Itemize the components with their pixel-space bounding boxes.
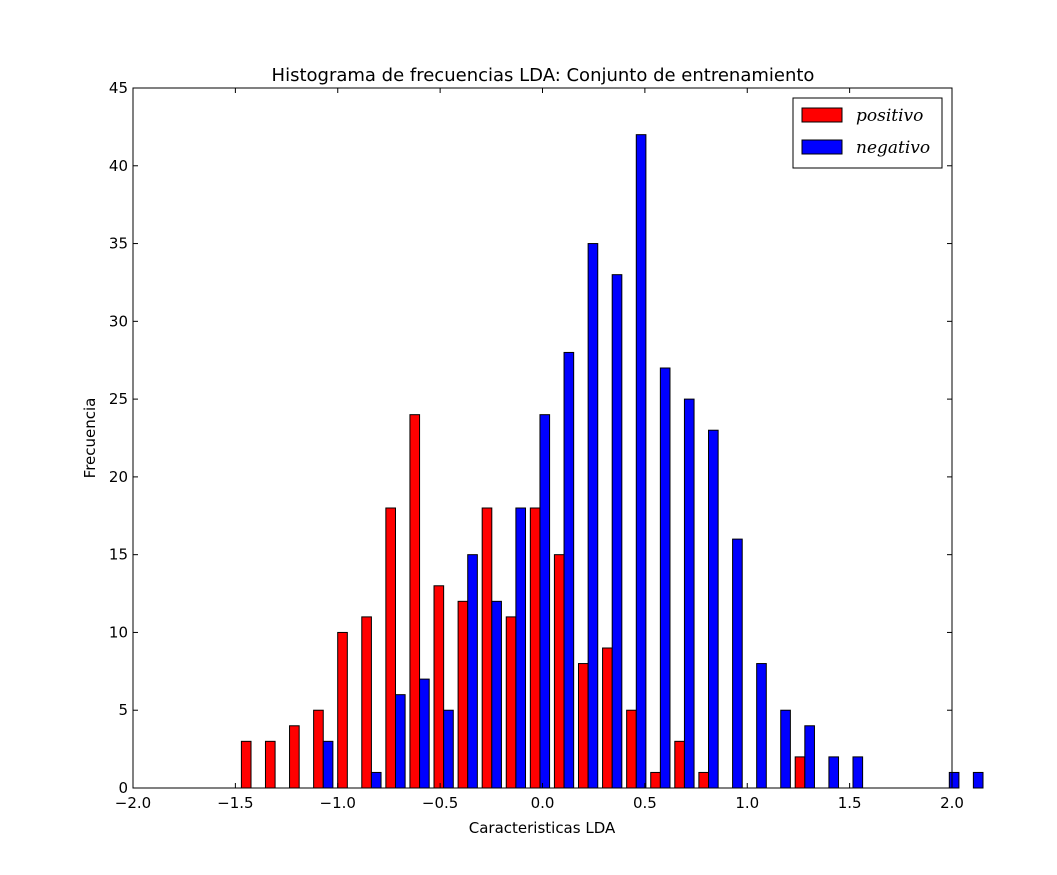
y-tick-label: 30 <box>109 312 128 330</box>
y-tick-label: 0 <box>118 779 128 797</box>
legend-label-negativo: negativo <box>856 138 930 158</box>
bar-negativo-12 <box>515 507 527 789</box>
bar-negativo-8 <box>419 678 430 789</box>
bar-positivo-6 <box>361 616 372 789</box>
y-tick-label: 25 <box>109 390 128 408</box>
bar-positivo-18 <box>650 771 661 789</box>
bar-negativo-16 <box>611 274 623 789</box>
bar-negativo-10 <box>467 554 478 789</box>
y-tick-label: 15 <box>109 546 128 564</box>
plot-frame <box>132 87 953 789</box>
bar-positivo-14 <box>553 554 565 789</box>
bar-positivo-5 <box>337 631 348 789</box>
legend-label-positivo: positivo <box>856 106 923 126</box>
bar-positivo-7 <box>385 507 396 789</box>
bar-negativo-7 <box>394 694 406 789</box>
x-tick-label: 0.5 <box>633 794 657 812</box>
bar-negativo-14 <box>563 351 575 789</box>
bars-group <box>240 134 984 789</box>
bar-positivo-10 <box>457 600 469 789</box>
x-tick-label: −1.5 <box>217 794 253 812</box>
bar-negativo-25 <box>828 756 840 789</box>
bar-positivo-3 <box>289 725 300 789</box>
legend-swatch-negativo <box>801 139 843 155</box>
x-tick-label: 2.0 <box>940 794 964 812</box>
x-tick-label: 1.0 <box>735 794 759 812</box>
axes-group: −2.0 −1.5 −1.0 −0.5 0.0 0.5 1.0 1.5 2.0 0 5 10 15 20 2… <box>109 79 964 812</box>
bar-negativo-13 <box>539 414 551 789</box>
bar-positivo-24 <box>794 756 806 789</box>
x-tick-label: 1.5 <box>838 794 862 812</box>
bar-negativo-11 <box>491 600 502 789</box>
bar-negativo-31 <box>972 771 984 789</box>
x-tick-label: −1.0 <box>320 794 356 812</box>
bar-positivo-4 <box>313 709 324 789</box>
bar-positivo-16 <box>602 647 613 789</box>
y-tick-label: 10 <box>109 623 128 641</box>
bar-positivo-12 <box>505 616 517 789</box>
bar-positivo-13 <box>529 507 541 789</box>
bar-negativo-4 <box>322 740 334 789</box>
chart-title: Histograma de frecuencias LDA: Conjunto … <box>272 65 815 86</box>
x-axis-label: Caracteristicas LDA <box>469 819 616 837</box>
y-tick-label: 35 <box>109 235 128 253</box>
bar-positivo-19 <box>674 740 685 789</box>
bar-negativo-24 <box>804 725 815 789</box>
bar-negativo-6 <box>370 771 382 789</box>
bar-positivo-20 <box>698 771 710 789</box>
bar-negativo-19 <box>683 398 695 789</box>
y-tick-label: 45 <box>109 79 128 97</box>
bar-negativo-21 <box>732 538 743 789</box>
x-tick-label: −0.5 <box>422 794 458 812</box>
bar-negativo-22 <box>756 663 767 789</box>
bar-negativo-30 <box>948 771 960 789</box>
bar-negativo-23 <box>780 709 791 789</box>
bar-negativo-17 <box>635 134 647 789</box>
bar-negativo-15 <box>587 243 599 789</box>
y-tick-label: 20 <box>109 468 128 486</box>
bar-positivo-15 <box>577 663 589 789</box>
bar-positivo-2 <box>264 740 276 789</box>
bar-negativo-18 <box>659 367 671 789</box>
bar-positivo-1 <box>240 740 252 789</box>
legend-swatch-positivo <box>801 107 843 123</box>
bar-positivo-11 <box>481 507 493 789</box>
bar-positivo-17 <box>626 709 637 789</box>
y-tick-label: 5 <box>118 701 128 719</box>
legend: positivo negativo <box>792 97 943 169</box>
bar-positivo-8 <box>409 414 421 789</box>
bar-positivo-9 <box>433 585 445 789</box>
x-tick-label: −2.0 <box>115 794 151 812</box>
bar-negativo-26 <box>852 756 864 789</box>
bar-negativo-9 <box>443 709 454 789</box>
x-tick-label: 0.0 <box>531 794 555 812</box>
y-tick-label: 40 <box>109 157 128 175</box>
bar-negativo-20 <box>708 429 719 789</box>
y-axis-label: Frecuencia <box>81 398 99 479</box>
